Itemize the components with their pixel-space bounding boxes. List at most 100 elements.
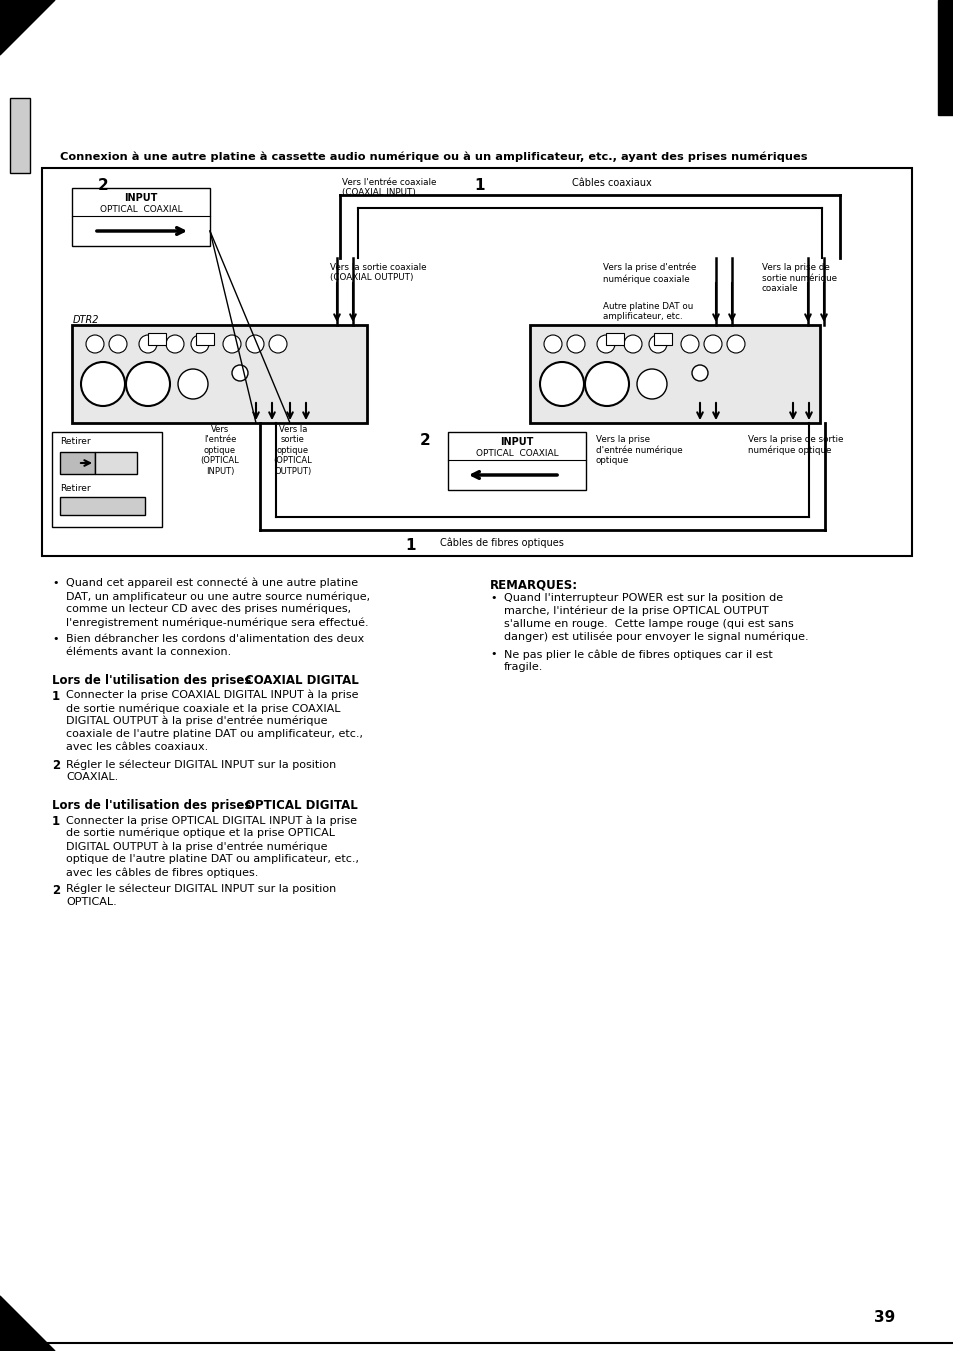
Bar — [10, 99, 30, 173]
Bar — [937, 0, 953, 115]
Text: Bien débrancher les cordons d'alimentation des deux: Bien débrancher les cordons d'alimentati… — [66, 634, 364, 644]
Text: comme un lecteur CD avec des prises numériques,: comme un lecteur CD avec des prises numé… — [66, 604, 351, 615]
Circle shape — [109, 335, 127, 353]
Text: Ne pas plier le câble de fibres optiques car il est: Ne pas plier le câble de fibres optiques… — [503, 648, 772, 659]
Text: DIGITAL OUTPUT à la prise d'entrée numérique: DIGITAL OUTPUT à la prise d'entrée numér… — [66, 716, 327, 727]
Text: OPTICAL  COAXIAL: OPTICAL COAXIAL — [99, 205, 182, 213]
Bar — [195, 332, 213, 345]
Text: 1: 1 — [405, 538, 416, 553]
Text: 1: 1 — [52, 815, 60, 828]
Polygon shape — [0, 1296, 55, 1351]
Text: Vers
l'entrée
optique
(OPTICAL
INPUT): Vers l'entrée optique (OPTICAL INPUT) — [200, 426, 239, 476]
Text: Régler le sélecteur DIGITAL INPUT sur la position: Régler le sélecteur DIGITAL INPUT sur la… — [66, 759, 335, 770]
Circle shape — [584, 362, 628, 407]
Circle shape — [246, 335, 264, 353]
Text: 1: 1 — [474, 178, 484, 193]
Text: marche, l'intérieur de la prise OPTICAL OUTPUT: marche, l'intérieur de la prise OPTICAL … — [503, 607, 768, 616]
Text: 2: 2 — [52, 759, 60, 771]
Bar — [148, 332, 166, 345]
Text: Vers la prise
d'entrée numérique
optique: Vers la prise d'entrée numérique optique — [596, 435, 682, 465]
Text: Vers la prise de
sortie numérique
coaxiale: Vers la prise de sortie numérique coaxia… — [761, 263, 836, 293]
Circle shape — [269, 335, 287, 353]
Text: DIGITAL OUTPUT à la prise d'entrée numérique: DIGITAL OUTPUT à la prise d'entrée numér… — [66, 842, 327, 851]
Text: 1: 1 — [52, 690, 60, 703]
Text: OPTICAL  COAXIAL: OPTICAL COAXIAL — [476, 449, 558, 458]
Text: de sortie numérique optique et la prise OPTICAL: de sortie numérique optique et la prise … — [66, 828, 335, 839]
Text: Autre platine DAT ou
amplificateur, etc.: Autre platine DAT ou amplificateur, etc. — [602, 303, 693, 322]
Text: avec les câbles coaxiaux.: avec les câbles coaxiaux. — [66, 742, 208, 753]
Text: •: • — [490, 648, 496, 659]
Circle shape — [543, 335, 561, 353]
Circle shape — [691, 365, 707, 381]
Circle shape — [232, 365, 248, 381]
Circle shape — [703, 335, 721, 353]
Circle shape — [539, 362, 583, 407]
Circle shape — [648, 335, 666, 353]
Text: COAXIAL.: COAXIAL. — [66, 771, 118, 782]
Bar — [95, 453, 137, 474]
Text: DTR2: DTR2 — [73, 315, 99, 326]
Text: Retirer: Retirer — [60, 484, 91, 493]
Text: Câbles de fibres optiques: Câbles de fibres optiques — [439, 538, 563, 549]
Text: éléments avant la connexion.: éléments avant la connexion. — [66, 647, 231, 657]
Text: Vers l'entrée coaxiale
(COAXIAL INPUT): Vers l'entrée coaxiale (COAXIAL INPUT) — [341, 178, 436, 197]
Text: l'enregistrement numérique-numérique sera effectué.: l'enregistrement numérique-numérique ser… — [66, 617, 368, 627]
Text: INPUT: INPUT — [499, 436, 533, 447]
Circle shape — [637, 369, 666, 399]
Text: INPUT: INPUT — [124, 193, 157, 203]
Text: 2: 2 — [419, 434, 431, 449]
Text: 39: 39 — [873, 1310, 894, 1325]
Text: •: • — [52, 578, 58, 588]
Text: Lors de l'utilisation des prises: Lors de l'utilisation des prises — [52, 798, 255, 812]
Text: Connecter la prise COAXIAL DIGITAL INPUT à la prise: Connecter la prise COAXIAL DIGITAL INPUT… — [66, 690, 358, 701]
Text: DAT, un amplificateur ou une autre source numérique,: DAT, un amplificateur ou une autre sourc… — [66, 590, 370, 601]
Circle shape — [680, 335, 699, 353]
Text: danger) est utilisée pour envoyer le signal numérique.: danger) est utilisée pour envoyer le sig… — [503, 632, 808, 643]
Text: Vers la
sortie
optique
(OPTICAL
OUTPUT): Vers la sortie optique (OPTICAL OUTPUT) — [274, 426, 312, 476]
Text: Lors de l'utilisation des prises: Lors de l'utilisation des prises — [52, 674, 255, 688]
Circle shape — [597, 335, 615, 353]
Bar — [605, 332, 623, 345]
Text: fragile.: fragile. — [503, 662, 543, 671]
Text: Vers la prise de sortie
numérique optique: Vers la prise de sortie numérique optiqu… — [747, 435, 842, 455]
Text: Quand cet appareil est connecté à une autre platine: Quand cet appareil est connecté à une au… — [66, 578, 357, 589]
Circle shape — [86, 335, 104, 353]
Text: OPTICAL.: OPTICAL. — [66, 897, 116, 907]
Bar — [448, 432, 585, 490]
Text: s'allume en rouge.  Cette lampe rouge (qui est sans: s'allume en rouge. Cette lampe rouge (qu… — [503, 619, 793, 630]
Text: Retirer: Retirer — [60, 436, 91, 446]
Bar — [71, 188, 210, 246]
Text: de sortie numérique coaxiale et la prise COAXIAL: de sortie numérique coaxiale et la prise… — [66, 703, 340, 713]
Text: optique de l'autre platine DAT ou amplificateur, etc.,: optique de l'autre platine DAT ou amplif… — [66, 854, 358, 865]
Text: Câbles coaxiaux: Câbles coaxiaux — [572, 178, 651, 188]
Circle shape — [566, 335, 584, 353]
Bar — [60, 497, 145, 515]
Text: avec les câbles de fibres optiques.: avec les câbles de fibres optiques. — [66, 867, 258, 878]
Bar — [52, 432, 162, 527]
Circle shape — [223, 335, 241, 353]
Bar — [530, 326, 820, 423]
Circle shape — [166, 335, 184, 353]
Circle shape — [726, 335, 744, 353]
Text: Quand l'interrupteur POWER est sur la position de: Quand l'interrupteur POWER est sur la po… — [503, 593, 782, 603]
Text: COAXIAL DIGITAL: COAXIAL DIGITAL — [245, 674, 358, 688]
Polygon shape — [0, 0, 55, 55]
Text: 2: 2 — [52, 884, 60, 897]
Circle shape — [126, 362, 170, 407]
Text: •: • — [52, 634, 58, 644]
Circle shape — [139, 335, 157, 353]
Circle shape — [191, 335, 209, 353]
Circle shape — [623, 335, 641, 353]
Bar — [654, 332, 671, 345]
Bar — [60, 453, 95, 474]
Text: •: • — [490, 593, 496, 603]
Text: Connexion à une autre platine à cassette audio numérique ou à un amplificateur, : Connexion à une autre platine à cassette… — [60, 153, 806, 162]
Bar — [71, 326, 367, 423]
Text: Vers la prise d'entrée
numérique coaxiale: Vers la prise d'entrée numérique coaxial… — [602, 263, 696, 284]
Circle shape — [178, 369, 208, 399]
Text: Connecter la prise OPTICAL DIGITAL INPUT à la prise: Connecter la prise OPTICAL DIGITAL INPUT… — [66, 815, 356, 825]
Text: Vers la sortie coaxiale
(COAXIAL OUTPUT): Vers la sortie coaxiale (COAXIAL OUTPUT) — [330, 263, 426, 282]
Text: Régler le sélecteur DIGITAL INPUT sur la position: Régler le sélecteur DIGITAL INPUT sur la… — [66, 884, 335, 894]
Bar — [42, 168, 911, 557]
Circle shape — [81, 362, 125, 407]
